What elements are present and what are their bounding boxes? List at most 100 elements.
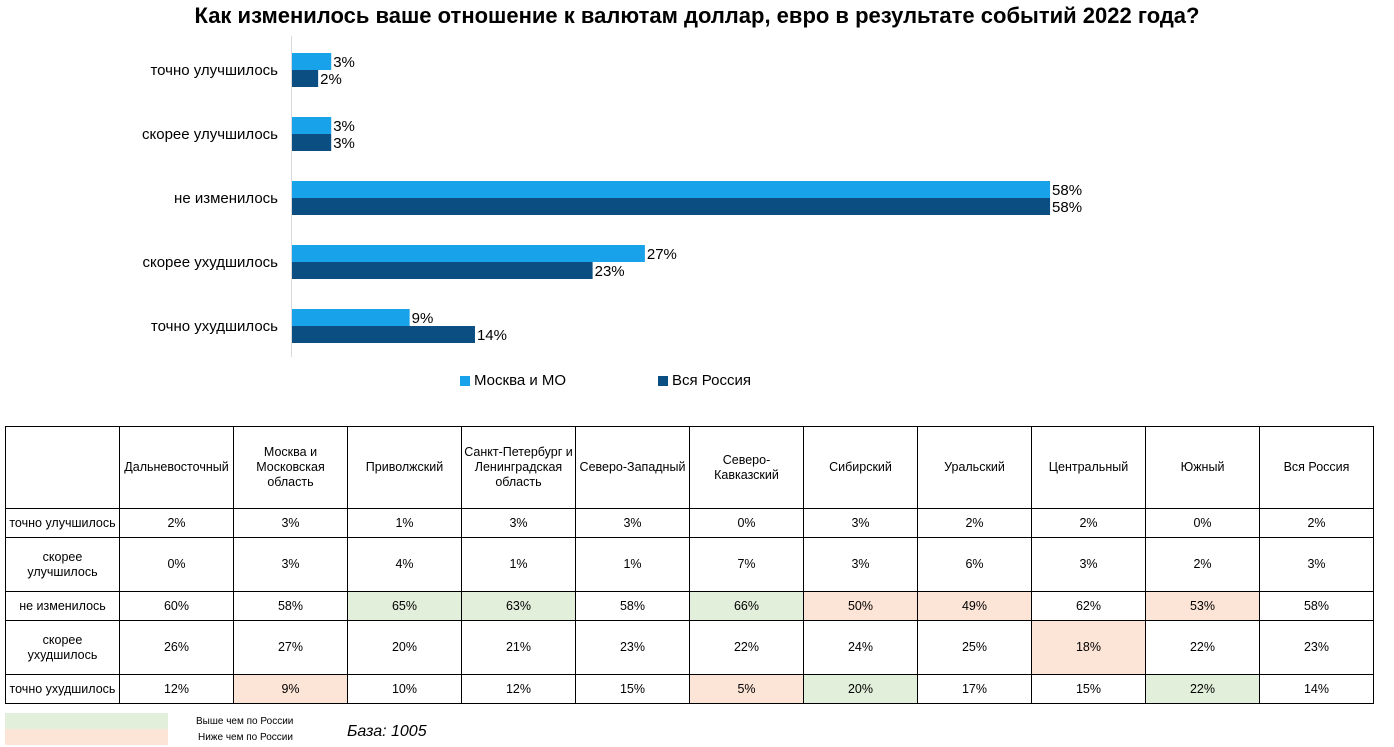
table-cell: 14%	[1259, 674, 1374, 704]
table-cell: 3%	[233, 508, 348, 538]
legend-lower-label: Ниже чем по России	[198, 732, 293, 743]
table-cell: 2%	[119, 508, 234, 538]
bar	[292, 198, 1051, 215]
table-cell: 9%	[233, 674, 348, 704]
table-cell: 4%	[347, 537, 462, 592]
table-row: скорее ухудшилось 26% 27% 20% 21% 23% 22% 24% 25…	[5, 620, 1374, 675]
table-cell: 22%	[1145, 620, 1260, 675]
bar	[292, 134, 332, 151]
regions-table: Дальневосточный Москва и Московская облас…	[5, 426, 1374, 704]
table-cell: 20%	[803, 674, 918, 704]
table-cell: 7%	[689, 537, 804, 592]
table-cell: 3%	[233, 537, 348, 592]
table-cell: 3%	[803, 508, 918, 538]
table-cell: 58%	[575, 591, 690, 621]
table-cell: 58%	[233, 591, 348, 621]
table-cell: 3%	[803, 537, 918, 592]
data-label: 23%	[595, 263, 625, 280]
table-cell: 65%	[347, 591, 462, 621]
legend-higher-swatch	[5, 713, 168, 729]
table-cell: 24%	[803, 620, 918, 675]
data-label: 3%	[333, 118, 355, 135]
table-cell: 3%	[575, 508, 690, 538]
bar	[292, 117, 332, 134]
category-label: скорее ухудшилось	[142, 254, 278, 271]
column-header: Уральский	[917, 426, 1032, 509]
column-header: Москва и Московская область	[233, 426, 348, 509]
table-cell: 63%	[461, 591, 576, 621]
table-cell: 50%	[803, 591, 918, 621]
legend-swatch-russia	[658, 375, 668, 386]
legend-lower-swatch	[5, 729, 168, 745]
column-header: Северо-Западный	[575, 426, 690, 509]
table-cell: 60%	[119, 591, 234, 621]
table-cell: 23%	[575, 620, 690, 675]
table-row: точно улучшилось 2% 3% 1% 3% 3% 0% 3% 2% 2% 0% 2%	[5, 508, 1374, 538]
table-cell: 5%	[689, 674, 804, 704]
row-label: точно ухудшилось	[5, 674, 120, 704]
row-label: точно улучшилось	[5, 508, 120, 538]
table-cell: 18%	[1031, 620, 1146, 675]
table-cell: 0%	[1145, 508, 1260, 538]
bar	[292, 70, 319, 87]
data-label: 14%	[477, 327, 507, 344]
table-cell: 6%	[917, 537, 1032, 592]
legend-swatch-moscow	[460, 375, 470, 386]
data-label: 3%	[333, 135, 355, 152]
table-cell: 2%	[1259, 508, 1374, 538]
table-cell: 15%	[1031, 674, 1146, 704]
data-label: 3%	[333, 54, 355, 71]
table-cell: 23%	[1259, 620, 1374, 675]
table-row: точно ухудшилось 12% 9% 10% 12% 15% 5% 20% 17% 15…	[5, 674, 1374, 704]
table-cell: 1%	[575, 537, 690, 592]
category-label: точно улучшилось	[150, 62, 278, 79]
column-header: Вся Россия	[1259, 426, 1374, 509]
column-header: Центральный	[1031, 426, 1146, 509]
table-cell: 1%	[347, 508, 462, 538]
table-cell: 2%	[917, 508, 1032, 538]
column-header: Южный	[1145, 426, 1260, 509]
table-cell: 17%	[917, 674, 1032, 704]
legend-label-moscow: Москва и МО	[474, 372, 567, 389]
legend-higher-label: Выше чем по России	[196, 716, 294, 727]
bar	[292, 326, 475, 343]
table-cell: 0%	[689, 508, 804, 538]
column-header: Северо-Кавказский	[689, 426, 804, 509]
legend-label-russia: Вся Россия	[672, 372, 751, 389]
table-cell: 15%	[575, 674, 690, 704]
table-row: скорее улучшилось 0% 3% 4% 1% 1% 7% 3% 6% 3% 2% 3%	[5, 537, 1374, 592]
bar	[292, 262, 593, 279]
table-cell: 25%	[917, 620, 1032, 675]
column-header: Сибирский	[803, 426, 918, 509]
table-cell: 12%	[461, 674, 576, 704]
bar	[292, 309, 410, 326]
category-label: скорее улучшилось	[142, 126, 278, 143]
table-cell: 10%	[347, 674, 462, 704]
bar	[292, 53, 332, 70]
column-header: Санкт-Петербург и Ленинградская область	[461, 426, 576, 509]
data-label: 58%	[1052, 199, 1082, 216]
table-cell: 58%	[1259, 591, 1374, 621]
bar	[292, 181, 1051, 198]
table-cell: 12%	[119, 674, 234, 704]
table-corner-cell	[5, 426, 120, 509]
table-cell: 27%	[233, 620, 348, 675]
row-label: скорее улучшилось	[5, 537, 120, 592]
sample-base-note: База: 1005	[347, 723, 427, 740]
chart-title: Как изменилось ваше отношение к валютам …	[194, 3, 1200, 28]
table-cell: 0%	[119, 537, 234, 592]
table-cell: 2%	[1145, 537, 1260, 592]
table-cell: 22%	[1145, 674, 1260, 704]
table-cell: 2%	[1031, 508, 1146, 538]
data-label: 2%	[320, 71, 342, 88]
category-label: не изменилось	[174, 190, 278, 207]
table-cell: 53%	[1145, 591, 1260, 621]
category-label: точно ухудшилось	[151, 318, 278, 335]
bar	[292, 245, 645, 262]
data-label: 58%	[1052, 182, 1082, 199]
table-cell: 1%	[461, 537, 576, 592]
table-cell: 21%	[461, 620, 576, 675]
table-cell: 26%	[119, 620, 234, 675]
legend-item-russia: Вся Россия	[658, 372, 751, 389]
table-cell: 3%	[1259, 537, 1374, 592]
